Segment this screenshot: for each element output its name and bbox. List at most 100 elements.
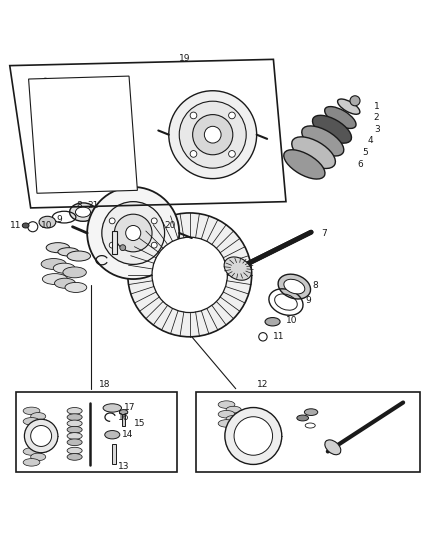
Circle shape xyxy=(151,218,157,224)
Ellipse shape xyxy=(55,278,75,288)
Text: 5: 5 xyxy=(363,148,368,157)
Text: 9: 9 xyxy=(57,215,62,224)
Ellipse shape xyxy=(265,318,280,326)
Circle shape xyxy=(229,150,235,157)
Text: 10: 10 xyxy=(286,317,297,326)
Circle shape xyxy=(234,417,272,455)
Circle shape xyxy=(229,112,235,119)
Ellipse shape xyxy=(43,176,98,187)
Text: 7: 7 xyxy=(321,229,327,238)
Ellipse shape xyxy=(41,259,66,269)
Ellipse shape xyxy=(31,453,46,461)
Ellipse shape xyxy=(31,413,46,420)
Ellipse shape xyxy=(63,267,86,278)
Ellipse shape xyxy=(53,263,75,273)
Circle shape xyxy=(128,213,252,337)
Circle shape xyxy=(87,187,179,279)
Ellipse shape xyxy=(42,273,67,285)
Circle shape xyxy=(193,115,233,155)
Ellipse shape xyxy=(226,425,241,431)
Circle shape xyxy=(190,150,197,157)
Circle shape xyxy=(114,214,152,252)
Ellipse shape xyxy=(67,433,82,439)
Text: 6: 6 xyxy=(357,160,363,169)
Text: 20: 20 xyxy=(165,221,176,230)
Bar xyxy=(122,414,125,426)
Circle shape xyxy=(152,237,227,312)
Circle shape xyxy=(109,218,115,224)
Ellipse shape xyxy=(46,243,70,253)
Text: 8: 8 xyxy=(76,201,81,211)
Circle shape xyxy=(109,242,115,248)
Ellipse shape xyxy=(43,143,98,153)
Circle shape xyxy=(190,112,197,119)
Circle shape xyxy=(25,419,58,453)
Ellipse shape xyxy=(302,126,344,156)
Circle shape xyxy=(126,225,141,240)
Ellipse shape xyxy=(43,126,98,136)
Circle shape xyxy=(151,242,157,248)
Circle shape xyxy=(102,201,165,264)
Polygon shape xyxy=(28,76,138,193)
Ellipse shape xyxy=(23,407,40,415)
Ellipse shape xyxy=(284,279,305,294)
Ellipse shape xyxy=(39,216,56,228)
Text: 11: 11 xyxy=(10,221,21,230)
Circle shape xyxy=(350,96,360,106)
Text: 8: 8 xyxy=(313,281,318,290)
Circle shape xyxy=(179,101,246,168)
Circle shape xyxy=(31,425,52,447)
Text: 12: 12 xyxy=(257,380,268,389)
Ellipse shape xyxy=(43,110,98,119)
Ellipse shape xyxy=(65,282,87,293)
Ellipse shape xyxy=(75,207,91,217)
Ellipse shape xyxy=(67,454,82,461)
Ellipse shape xyxy=(94,207,101,211)
Text: 10: 10 xyxy=(41,221,53,230)
Text: 3: 3 xyxy=(374,125,380,134)
Circle shape xyxy=(41,78,49,86)
Ellipse shape xyxy=(23,458,40,466)
Ellipse shape xyxy=(325,107,356,128)
Bar xyxy=(16,392,177,472)
Ellipse shape xyxy=(23,417,40,425)
Ellipse shape xyxy=(67,414,82,421)
Ellipse shape xyxy=(224,257,251,280)
Text: 9: 9 xyxy=(305,296,311,305)
Bar xyxy=(112,444,116,464)
Ellipse shape xyxy=(31,423,46,430)
Ellipse shape xyxy=(338,99,360,114)
Ellipse shape xyxy=(70,203,96,221)
Ellipse shape xyxy=(105,431,120,439)
Ellipse shape xyxy=(43,160,98,170)
Ellipse shape xyxy=(67,426,82,433)
Circle shape xyxy=(120,245,126,251)
Ellipse shape xyxy=(218,419,235,427)
Ellipse shape xyxy=(312,115,351,143)
Ellipse shape xyxy=(67,420,82,427)
Text: 18: 18 xyxy=(99,380,110,389)
Circle shape xyxy=(205,126,221,143)
Circle shape xyxy=(169,91,257,179)
Text: 16: 16 xyxy=(118,413,129,422)
Circle shape xyxy=(225,408,282,464)
Text: 1: 1 xyxy=(374,102,380,111)
Ellipse shape xyxy=(292,137,336,168)
Ellipse shape xyxy=(23,448,40,455)
Ellipse shape xyxy=(218,401,235,408)
Ellipse shape xyxy=(58,248,79,256)
Ellipse shape xyxy=(67,408,82,414)
Ellipse shape xyxy=(284,150,325,179)
Text: 4: 4 xyxy=(367,136,373,146)
Text: 2: 2 xyxy=(374,113,379,122)
Ellipse shape xyxy=(67,447,82,454)
Ellipse shape xyxy=(325,440,341,455)
Ellipse shape xyxy=(67,251,91,261)
Ellipse shape xyxy=(22,223,29,228)
Ellipse shape xyxy=(226,406,241,413)
Text: 21: 21 xyxy=(87,201,99,211)
Ellipse shape xyxy=(218,410,235,418)
Ellipse shape xyxy=(67,439,82,446)
Ellipse shape xyxy=(103,404,121,412)
Text: 13: 13 xyxy=(118,462,129,471)
